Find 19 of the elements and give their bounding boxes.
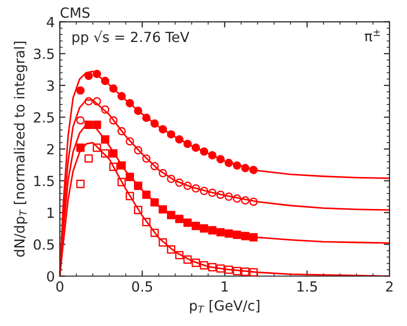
y-tick-label: 0.5 xyxy=(34,239,54,250)
x-tick-label: 0.5 xyxy=(132,281,152,292)
y-axis-title: dN/dp$_{T}$ [normalized to integral] xyxy=(14,42,28,257)
y-tick-label: 1 xyxy=(48,208,54,218)
x-axis-title: p$_{T}$ [GeV/c] xyxy=(190,300,260,314)
y-tick-label: 0 xyxy=(47,271,54,282)
y-tick-label: 3.5 xyxy=(34,48,54,60)
x-tick-label: 0 xyxy=(56,281,64,292)
x-tick-label: 1 xyxy=(222,281,228,292)
annotation: π$^{±}$ xyxy=(364,30,380,42)
y-tick-label: 2.5 xyxy=(34,112,54,123)
y-tick-label: 3 xyxy=(47,80,54,91)
chart-title: CMS xyxy=(60,7,90,18)
y-tick-label: 2 xyxy=(47,144,54,154)
x-tick-label: 1.5 xyxy=(298,281,317,292)
x-tick-label: 2 xyxy=(386,281,393,292)
annotation: pp √s = 2.76 TeV xyxy=(72,30,190,45)
y-tick-label: 4 xyxy=(46,16,54,28)
y-tick-label: 1.5 xyxy=(34,176,54,186)
